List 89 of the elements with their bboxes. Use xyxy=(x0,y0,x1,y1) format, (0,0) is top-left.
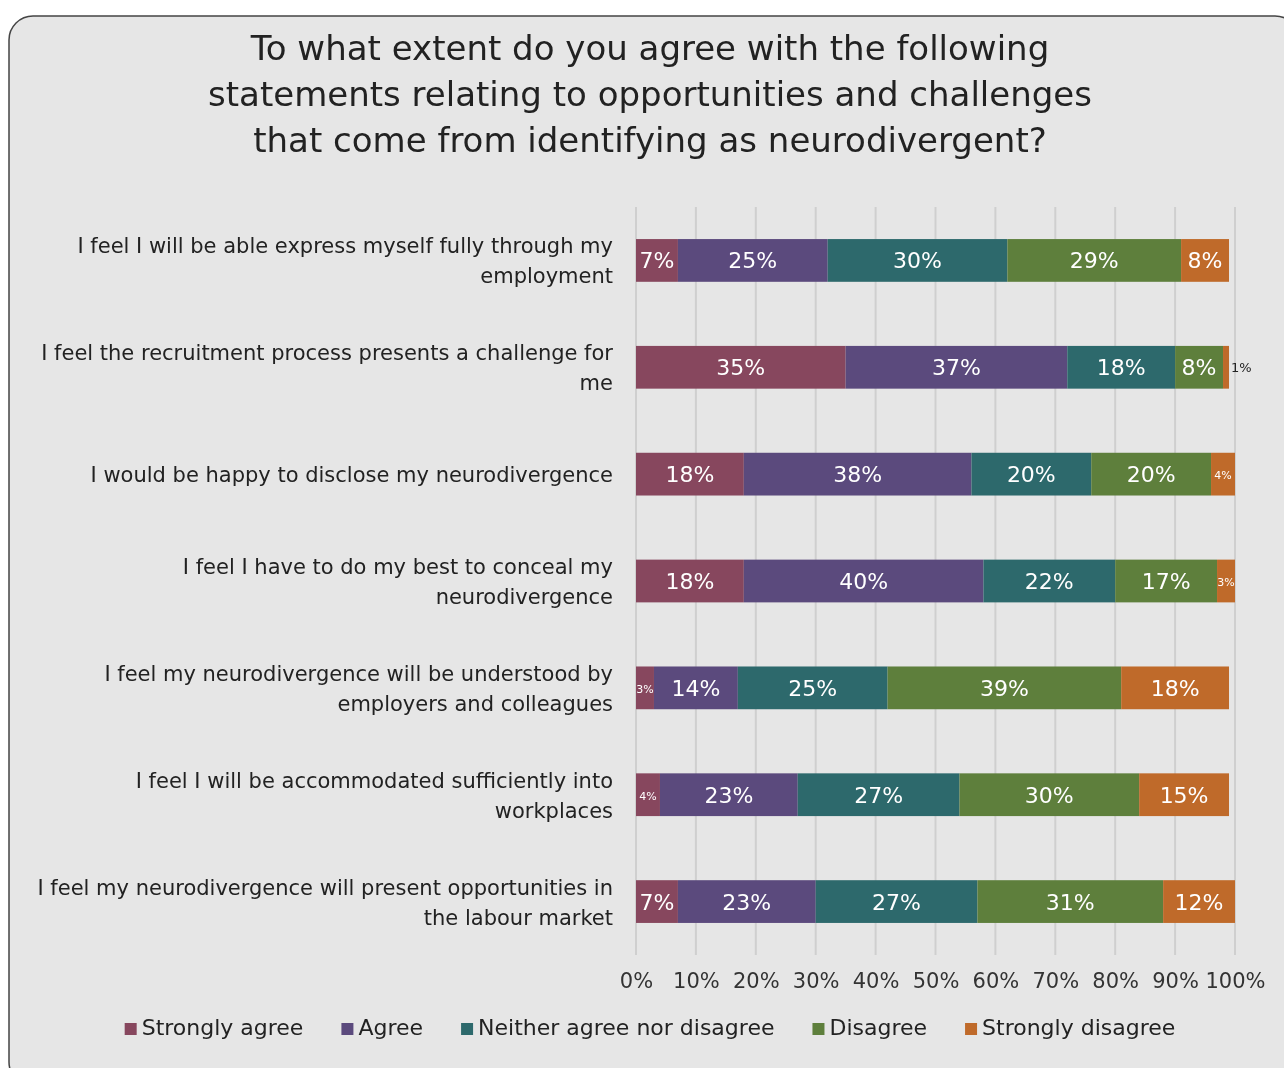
bar xyxy=(737,666,888,710)
bar xyxy=(977,880,1164,923)
bar xyxy=(1163,880,1235,923)
data-label: 4% xyxy=(639,789,657,803)
legend-label: Strongly disagree xyxy=(982,1015,1176,1040)
data-label: 30% xyxy=(1024,782,1074,808)
y-tick-label: I feel I have to do my best to conceal my neurodivergence xyxy=(182,555,613,609)
bar xyxy=(815,880,978,923)
bar xyxy=(636,345,846,389)
x-tick-label: 70% xyxy=(1032,968,1080,993)
legend-label: Agree xyxy=(358,1015,424,1040)
data-label: 40% xyxy=(839,569,889,594)
x-tick-label: 30% xyxy=(792,968,840,993)
data-label: 3% xyxy=(1217,576,1235,589)
data-label: 3% xyxy=(636,682,654,696)
y-tick-label: I feel my neurodivergence will present opportunities in the labour market xyxy=(37,875,613,930)
bar xyxy=(1121,666,1230,710)
data-label: 22% xyxy=(1024,569,1074,594)
legend-label: Disagree xyxy=(829,1015,928,1040)
bar xyxy=(636,773,660,817)
data-label: 18% xyxy=(1150,675,1200,701)
bar xyxy=(971,452,1092,496)
bar xyxy=(827,239,1008,282)
x-tick-label: 20% xyxy=(732,968,780,993)
data-label: 39% xyxy=(979,675,1029,701)
bar xyxy=(1007,239,1182,282)
data-label: 20% xyxy=(1006,462,1056,488)
bar xyxy=(659,773,798,817)
data-label: 8% xyxy=(1181,355,1217,381)
data-label: 4% xyxy=(1214,469,1232,483)
y-tick-label: I feel I will be able express myself fully through my employment xyxy=(77,234,613,289)
data-label: 7% xyxy=(639,248,675,274)
data-label: 35% xyxy=(716,355,766,381)
x-tick-label: 80% xyxy=(1092,968,1140,993)
bar xyxy=(983,559,1116,603)
bar xyxy=(1211,452,1235,496)
data-label: 25% xyxy=(788,675,838,701)
bar xyxy=(1091,452,1212,496)
data-label: 18% xyxy=(1096,355,1146,381)
bar xyxy=(677,880,816,923)
bar xyxy=(677,239,828,282)
data-label: 30% xyxy=(893,248,942,274)
data-label: 27% xyxy=(872,889,922,915)
bar xyxy=(743,559,984,603)
y-tick-label: I feel the recruitment process presents a challenge for me xyxy=(41,341,614,396)
bar xyxy=(1139,773,1230,817)
bar xyxy=(653,666,738,710)
x-tick-label: 10% xyxy=(673,968,720,993)
data-label: 23% xyxy=(722,889,772,915)
data-label: 20% xyxy=(1126,462,1176,488)
bar xyxy=(1223,345,1230,389)
y-tick-label: I would be happy to disclose my neurodivergence xyxy=(90,463,613,488)
bar xyxy=(797,773,960,817)
data-label: 1% xyxy=(1231,360,1252,376)
bar xyxy=(1067,345,1176,389)
bar xyxy=(1115,559,1218,603)
data-label: 15% xyxy=(1159,782,1209,808)
data-label: 7% xyxy=(639,889,675,915)
y-tick-label: I feel I will be accommodated sufficiently into workplaces xyxy=(135,768,613,823)
data-label: 23% xyxy=(704,782,754,808)
bar xyxy=(636,559,744,603)
data-label: 25% xyxy=(728,248,778,274)
bar xyxy=(959,773,1140,817)
x-tick-label: 0% xyxy=(619,968,654,993)
y-tick-label: I feel my neurodivergence will be understood by employers and colleagues xyxy=(104,661,613,716)
data-label: 12% xyxy=(1174,889,1224,915)
bar xyxy=(887,666,1122,710)
x-tick-label: 60% xyxy=(972,968,1020,993)
data-label: 17% xyxy=(1141,569,1191,594)
data-label: 14% xyxy=(671,675,721,701)
data-label: 31% xyxy=(1045,889,1095,915)
bar xyxy=(636,666,654,710)
bar xyxy=(743,452,972,496)
x-tick-label: 40% xyxy=(852,968,900,993)
data-label: 18% xyxy=(665,462,715,488)
x-tick-label: 90% xyxy=(1152,968,1199,993)
legend-label: Neither agree nor disagree xyxy=(478,1015,775,1040)
x-tick-label: 50% xyxy=(912,968,960,993)
bar xyxy=(845,345,1068,389)
x-tick-label: 100% xyxy=(1205,968,1266,993)
data-label: 38% xyxy=(833,462,883,488)
data-label: 37% xyxy=(932,355,981,381)
data-label: 18% xyxy=(665,569,715,594)
data-label: 27% xyxy=(854,782,904,808)
legend-label: Strongly agree xyxy=(141,1015,304,1040)
data-label: 8% xyxy=(1187,248,1223,274)
bar xyxy=(636,452,744,496)
chart-title: To what extent do you agree with the following statements relating to opportunities and challenges that come from identifying as neurodivergent? xyxy=(208,28,1092,160)
data-label: 29% xyxy=(1069,248,1119,274)
